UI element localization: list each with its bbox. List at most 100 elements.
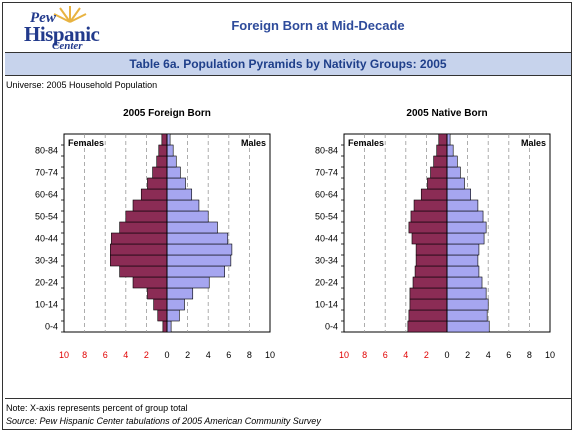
bar-males-35-39 bbox=[166, 243, 233, 256]
header: Pew Hispanic Center Foreign Born at Mid-… bbox=[0, 0, 576, 52]
bar-females-35-39 bbox=[110, 243, 168, 256]
bar-males-65-69 bbox=[446, 177, 465, 190]
x-tick-label: 8 bbox=[362, 350, 367, 360]
y-tick-label: 40-44 bbox=[315, 234, 338, 244]
x-tick-label: 10 bbox=[59, 350, 69, 360]
logo-text-center: Center bbox=[52, 40, 83, 52]
y-tick-label: 60-64 bbox=[35, 190, 58, 200]
bar-males-30-34 bbox=[166, 254, 232, 267]
y-tick-label: 70-74 bbox=[315, 168, 338, 178]
bar-females-0-4 bbox=[407, 320, 448, 333]
y-tick-label: 0-4 bbox=[325, 322, 338, 332]
note-text: Note: X-axis represents percent of group… bbox=[6, 403, 188, 413]
bar-females-20-24 bbox=[412, 276, 448, 289]
logo-text-hispanic: Hispanic bbox=[24, 22, 100, 46]
bar-males-55-59 bbox=[166, 199, 200, 212]
bar-females-65-69 bbox=[147, 177, 168, 190]
x-tick-label: 2 bbox=[465, 350, 470, 360]
y-tick-label: 0-4 bbox=[45, 322, 58, 332]
x-tick-label: 10 bbox=[545, 350, 555, 360]
legend-males: Males bbox=[521, 138, 546, 148]
bar-males-70-74 bbox=[446, 166, 461, 179]
bar-males-25-29 bbox=[446, 265, 480, 278]
bar-females-50-54 bbox=[410, 210, 448, 223]
legend-females: Females bbox=[68, 138, 104, 148]
sun-rays-icon bbox=[53, 6, 87, 23]
y-tick-label: 30-34 bbox=[35, 256, 58, 266]
bar-males-20-24 bbox=[446, 276, 483, 289]
table-title: Table 6a. Population Pyramids by Nativit… bbox=[5, 52, 571, 76]
y-tick-label: 30-34 bbox=[315, 256, 338, 266]
bar-males-40-44 bbox=[446, 232, 485, 245]
bar-females-5-9 bbox=[408, 309, 448, 322]
bar-females-40-44 bbox=[411, 232, 448, 245]
y-tick-label: 50-54 bbox=[315, 212, 338, 222]
x-tick-label: 6 bbox=[226, 350, 231, 360]
bar-males-0-4 bbox=[446, 320, 490, 333]
bar-females-45-49 bbox=[119, 221, 168, 234]
bar-females-65-69 bbox=[427, 177, 448, 190]
y-tick-label: 10-14 bbox=[315, 300, 338, 310]
x-tick-label: 4 bbox=[123, 350, 128, 360]
bar-males-20-24 bbox=[166, 276, 210, 289]
bar-females-55-59 bbox=[413, 199, 448, 212]
bar-males-75-79 bbox=[446, 155, 458, 168]
y-tick-label: 10-14 bbox=[35, 300, 58, 310]
y-tick-label: 60-64 bbox=[315, 190, 338, 200]
x-tick-label: 6 bbox=[383, 350, 388, 360]
bar-females-75-79 bbox=[433, 155, 448, 168]
bar-females-50-54 bbox=[125, 210, 168, 223]
bar-males-45-49 bbox=[166, 221, 218, 234]
bar-males-40-44 bbox=[166, 232, 229, 245]
bar-males-50-54 bbox=[446, 210, 484, 223]
x-tick-label: 2 bbox=[185, 350, 190, 360]
y-tick-label: 20-24 bbox=[315, 278, 338, 288]
bar-females-30-34 bbox=[110, 254, 168, 267]
x-tick-label: 4 bbox=[403, 350, 408, 360]
pew-hispanic-logo: Pew Hispanic Center bbox=[22, 4, 122, 52]
legend-males: Males bbox=[241, 138, 266, 148]
slide-frame bbox=[2, 2, 572, 430]
bar-males-50-54 bbox=[166, 210, 209, 223]
bar-males-70-74 bbox=[166, 166, 181, 179]
bar-females-70-74 bbox=[430, 166, 448, 179]
bar-females-10-14 bbox=[153, 298, 168, 311]
foreign-born-pyramid: 2005 Foreign Born Females Males 0-4 10-14 20-… bbox=[35, 108, 275, 360]
x-tick-label: 4 bbox=[486, 350, 491, 360]
x-tick-label: 4 bbox=[206, 350, 211, 360]
x-tick-label: 8 bbox=[247, 350, 252, 360]
chart-title-1: 2005 Native Born bbox=[406, 108, 487, 119]
x-tick-label: 2 bbox=[424, 350, 429, 360]
bar-females-45-49 bbox=[408, 221, 448, 234]
bar-females-60-64 bbox=[420, 188, 448, 201]
x-tick-label: 10 bbox=[339, 350, 349, 360]
bar-males-10-14 bbox=[446, 298, 489, 311]
bar-females-20-24 bbox=[132, 276, 168, 289]
bar-females-30-34 bbox=[415, 254, 448, 267]
y-tick-label: 70-74 bbox=[35, 168, 58, 178]
bar-males-30-34 bbox=[446, 254, 479, 267]
bar-males-45-49 bbox=[446, 221, 487, 234]
bar-females-80-84 bbox=[436, 144, 448, 157]
x-tick-label: 2 bbox=[144, 350, 149, 360]
bar-males-0-4 bbox=[166, 320, 172, 333]
bar-males-35-39 bbox=[446, 243, 480, 256]
x-tick-label: 0 bbox=[444, 350, 449, 360]
bar-females-75-79 bbox=[156, 155, 168, 168]
x-tick-label: 0 bbox=[164, 350, 169, 360]
bar-males-5-9 bbox=[166, 309, 180, 322]
y-tick-label: 80-84 bbox=[35, 146, 58, 156]
source-text: Source: Pew Hispanic Center tabulations … bbox=[6, 416, 321, 426]
bar-males-80-84 bbox=[166, 144, 174, 157]
bar-males-10-14 bbox=[166, 298, 185, 311]
x-tick-label: 6 bbox=[103, 350, 108, 360]
chart-title-0: 2005 Foreign Born bbox=[123, 108, 211, 119]
bar-females-0-4 bbox=[162, 320, 168, 333]
legend-females: Females bbox=[348, 138, 384, 148]
bar-females-80-84 bbox=[158, 144, 168, 157]
bar-males-75-79 bbox=[166, 155, 177, 168]
x-tick-label: 10 bbox=[265, 350, 275, 360]
y-tick-label: 80-84 bbox=[315, 146, 338, 156]
bar-males-60-64 bbox=[166, 188, 193, 201]
logo-text-pew: Pew bbox=[30, 10, 56, 26]
